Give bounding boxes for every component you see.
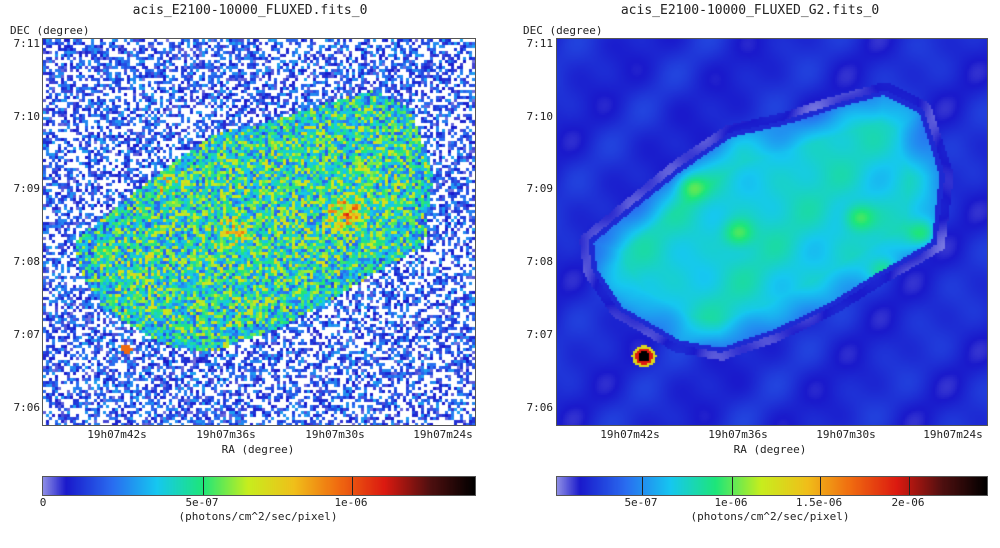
right-x-tick: 19h07m36s: [708, 428, 768, 441]
left-colorbar-tick: 5e-07: [185, 496, 219, 509]
right-colorbar-unit: (photons/cm^2/sec/pixel): [690, 510, 850, 523]
left-y-axis-label: DEC (degree): [10, 24, 90, 37]
right-colorbar-tickmark: [732, 477, 733, 495]
right-colorbar-tickmark: [909, 477, 910, 495]
right-x-axis-label: RA (degree): [733, 443, 807, 456]
left-image-panel: acis_E2100-10000_FLUXED.fits_0 DEC (degr…: [10, 3, 476, 523]
left-colorbar-tick: 1e-06: [334, 496, 368, 509]
right-colorbar: [556, 476, 988, 496]
left-panel-title: acis_E2100-10000_FLUXED.fits_0: [132, 3, 368, 18]
right-colorbar-gradient: [557, 477, 987, 495]
left-y-tick: 7:10: [13, 110, 41, 123]
left-x-tick: 19h07m24s: [413, 428, 473, 441]
left-flux-image[interactable]: [42, 38, 476, 426]
right-y-tick: 7:07: [526, 328, 554, 341]
left-colorbar-tickmark: [352, 477, 353, 495]
right-image-panel: acis_E2100-10000_FLUXED_G2.fits_0 DEC (d…: [500, 0, 1000, 548]
right-y-tick: 7:08: [526, 255, 554, 268]
right-panel-title: acis_E2100-10000_FLUXED_G2.fits_0: [620, 3, 880, 18]
right-x-tick: 19h07m30s: [816, 428, 876, 441]
right-y-tick: 7:09: [526, 182, 554, 195]
right-x-tick: 19h07m24s: [923, 428, 983, 441]
left-colorbar-tick: 0: [39, 496, 47, 509]
right-y-tick: 7:11: [526, 37, 554, 50]
left-colorbar-gradient: [43, 477, 475, 495]
left-y-tick: 7:08: [13, 255, 41, 268]
left-x-tick: 19h07m30s: [305, 428, 365, 441]
left-colorbar-tickmark: [203, 477, 204, 495]
right-y-tick: 7:10: [526, 110, 554, 123]
left-colorbar-unit: (photons/cm^2/sec/pixel): [178, 510, 338, 523]
right-y-tick: 7:06: [526, 401, 554, 414]
right-colorbar-tick: 1e-06: [714, 496, 748, 509]
left-colorbar: [42, 476, 476, 496]
right-colorbar-tick: 5e-07: [624, 496, 658, 509]
left-image-canvas[interactable]: [43, 39, 475, 425]
left-y-tick: 7:07: [13, 328, 41, 341]
left-x-tick: 19h07m36s: [196, 428, 256, 441]
right-colorbar-tickmark: [820, 477, 821, 495]
left-y-tick: 7:06: [13, 401, 41, 414]
right-colorbar-tickmark: [642, 477, 643, 495]
right-image-canvas[interactable]: [557, 39, 987, 425]
right-colorbar-tick: 2e-06: [891, 496, 925, 509]
right-x-tick: 19h07m42s: [600, 428, 660, 441]
right-y-axis-label: DEC (degree): [523, 24, 603, 37]
left-y-tick: 7:09: [13, 182, 41, 195]
right-smoothed-flux-image[interactable]: [556, 38, 988, 426]
right-colorbar-tick: 1.5e-06: [795, 496, 843, 509]
left-x-tick: 19h07m42s: [87, 428, 147, 441]
left-x-axis-label: RA (degree): [221, 443, 295, 456]
left-y-tick: 7:11: [13, 37, 41, 50]
